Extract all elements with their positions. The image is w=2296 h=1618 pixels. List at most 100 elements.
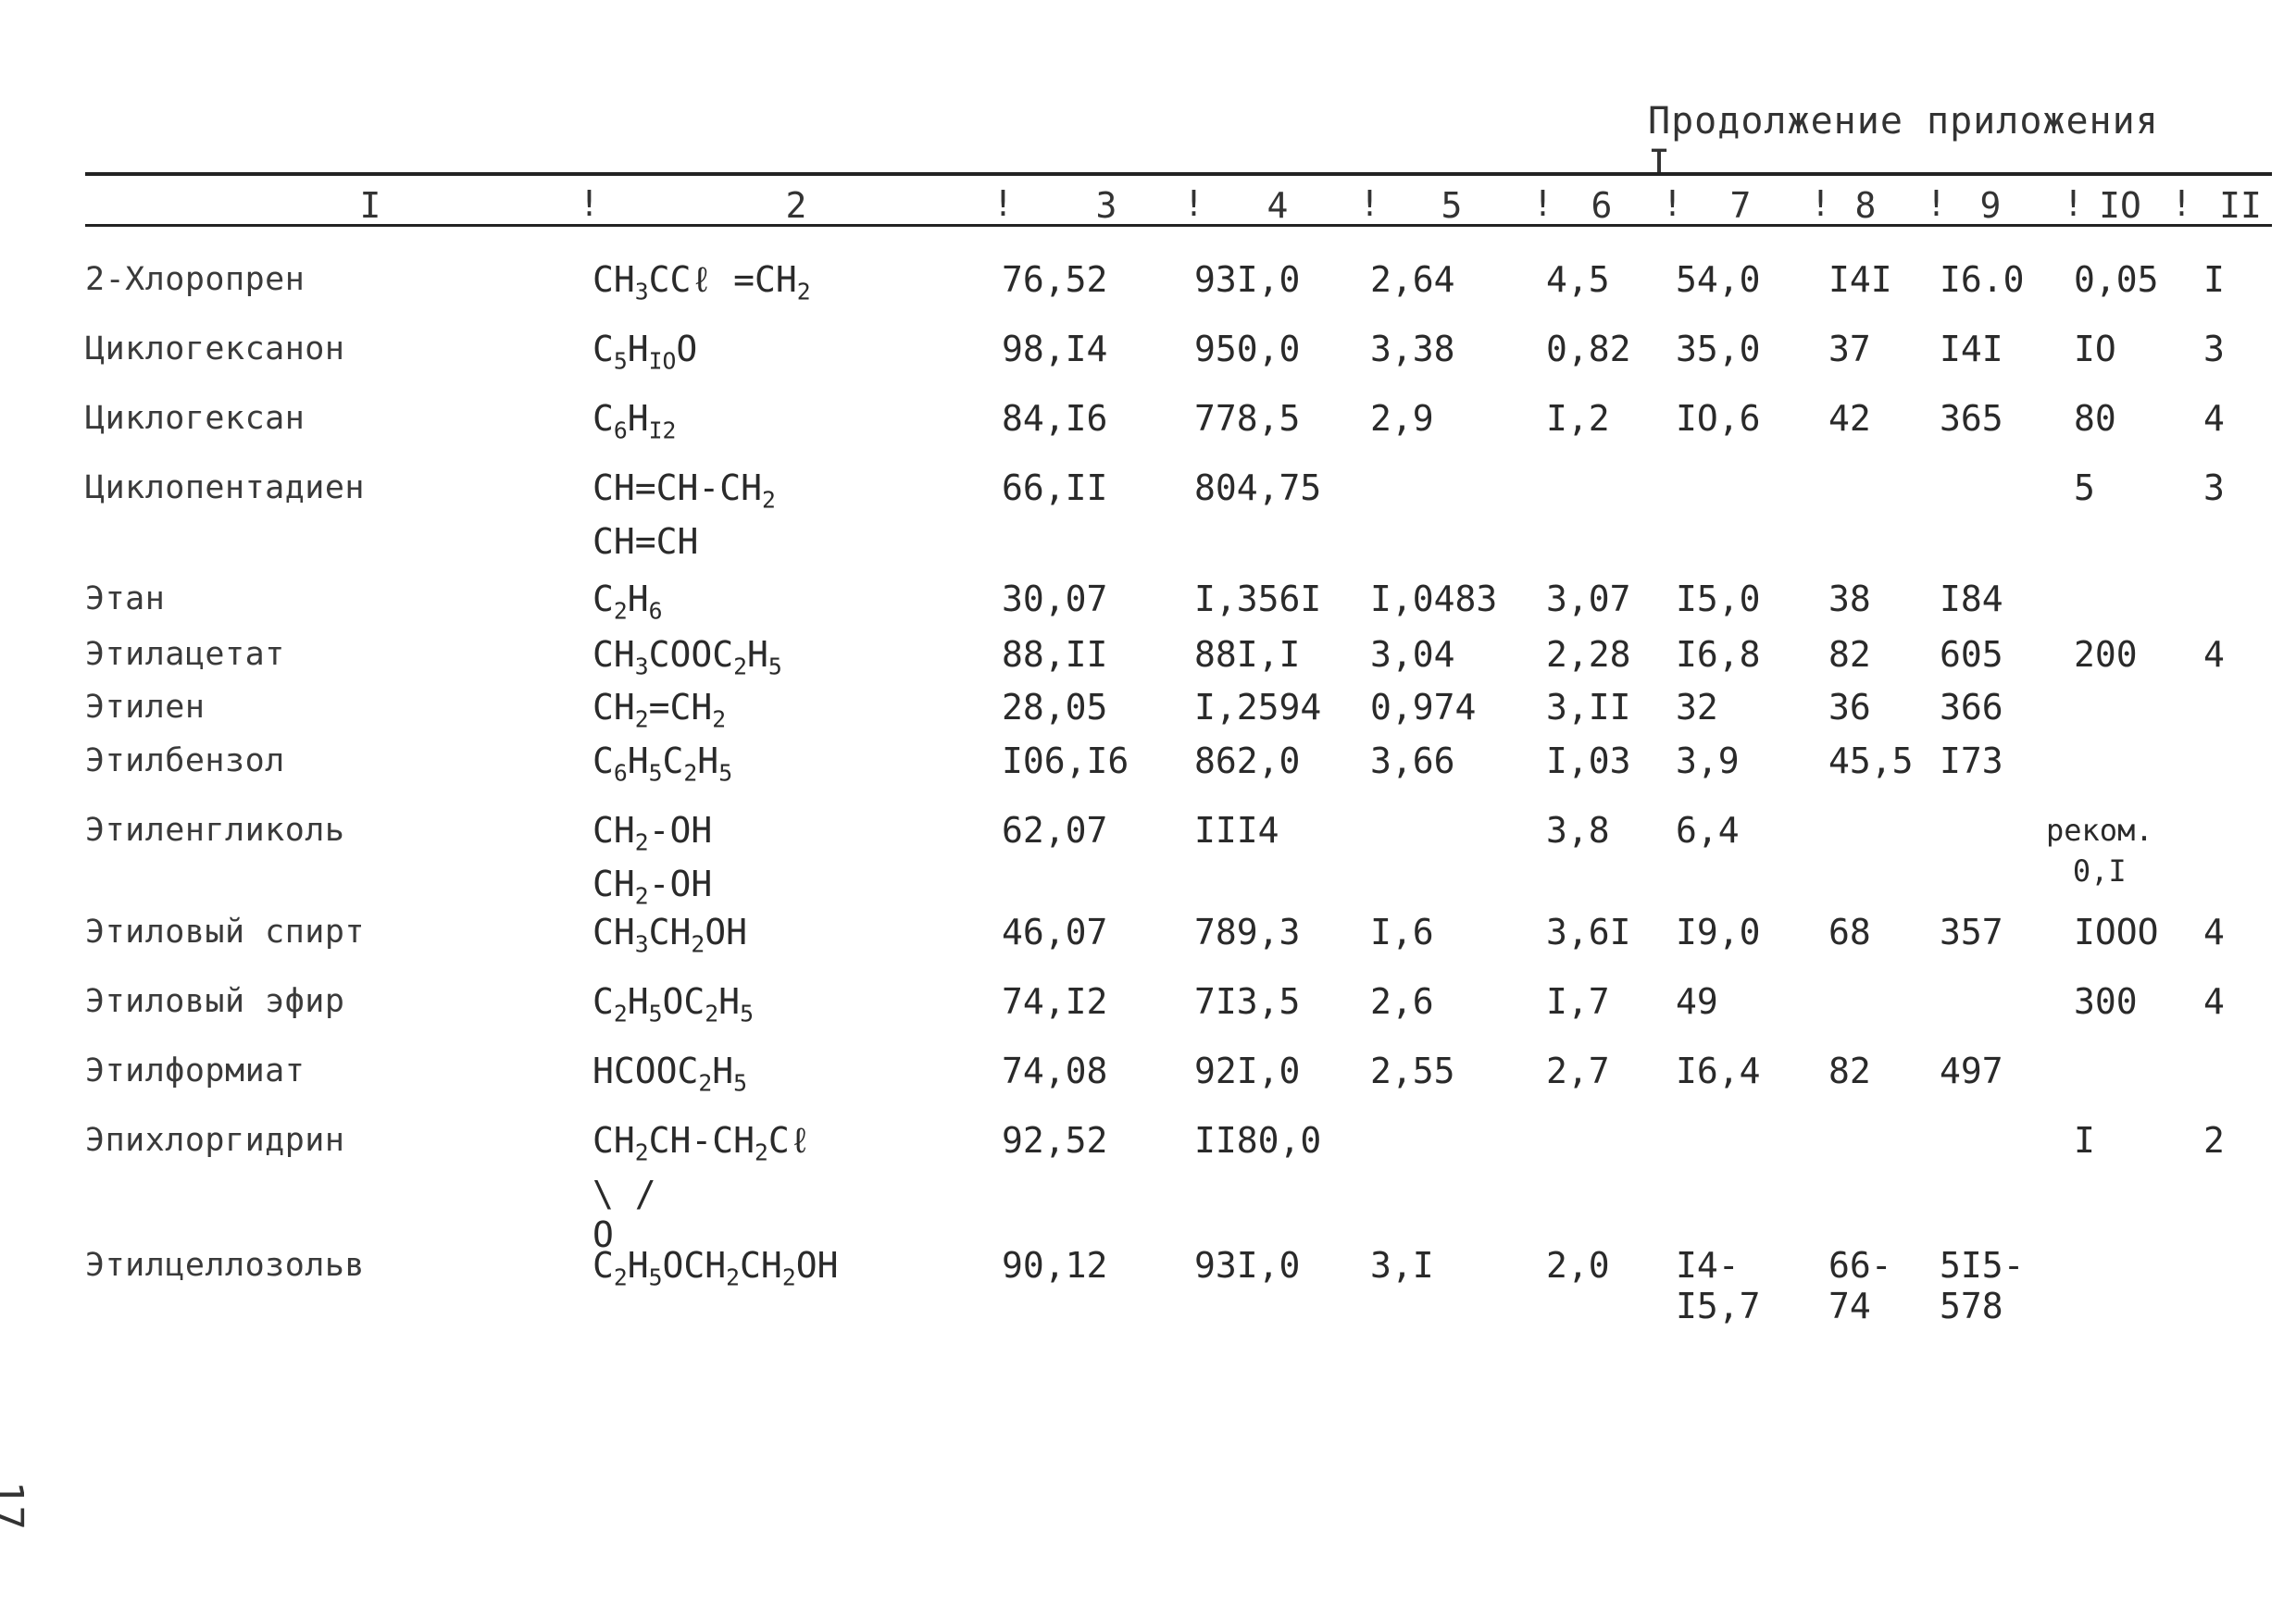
cell-col-8: 45,5 — [1828, 741, 1914, 781]
cell-col-4: II80,0 — [1194, 1120, 1322, 1161]
cell-col-3: 62,07 — [1002, 810, 1108, 851]
cell-col-9: 365 — [1940, 398, 2003, 439]
substance-name: Циклопентадиен — [85, 469, 366, 506]
cell-col-7: I6,4 — [1676, 1051, 1761, 1091]
cell-col-6: I,7 — [1546, 981, 1610, 1022]
cell-col-6: 3,6I — [1546, 912, 1631, 952]
cell-col-4: 88I,I — [1194, 634, 1301, 675]
cell-col-3: 76,52 — [1002, 259, 1108, 300]
chemical-formula: C6HI2 — [593, 398, 677, 444]
column-separator: ! — [1810, 183, 1831, 224]
column-header-10: IO — [2099, 185, 2141, 226]
cell-col-9: 605 — [1940, 634, 2003, 675]
chemical-formula: CH3CCℓ =CH2 — [593, 259, 811, 305]
column-separator: ! — [2171, 183, 2192, 224]
substance-name: Этан — [85, 580, 166, 617]
substance-name: Этиленгликоль — [85, 812, 345, 849]
page-number: 17 — [0, 1481, 31, 1530]
cell-col-8: 38 — [1828, 579, 1871, 619]
cell-col-11: 4 — [2203, 634, 2225, 675]
chemical-formula: C2H6 — [593, 579, 663, 625]
cell-col-9: I84 — [1940, 579, 2003, 619]
column-separator: ! — [1359, 183, 1380, 224]
cell-col-6: 3,II — [1546, 687, 1631, 728]
cell-col-5: 3,04 — [1370, 634, 1455, 675]
cell-col-6: 3,07 — [1546, 579, 1631, 619]
cell-col-10: I — [2074, 1120, 2095, 1161]
cell-col-5: 2,6 — [1370, 981, 1434, 1022]
substance-name: Этилацетат — [85, 636, 285, 673]
cell-col-3: 92,52 — [1002, 1120, 1108, 1161]
cell-col-10: IO — [2074, 329, 2116, 369]
cell-col-3: 30,07 — [1002, 579, 1108, 619]
table-caption: Продолжение приложения I — [1648, 100, 2159, 185]
chemical-formula: C5HIOO — [593, 329, 698, 375]
cell-col-5: I,0483 — [1370, 579, 1498, 619]
substance-name: Этилформиат — [85, 1052, 306, 1089]
cell-col-7: 49 — [1676, 981, 1718, 1022]
cell-col-6: 0,82 — [1546, 329, 1631, 369]
cell-col-6: I,2 — [1546, 398, 1610, 439]
chemical-formula: CH3COOC2H5 — [593, 634, 782, 680]
cell-col-4: 950,0 — [1194, 329, 1301, 369]
column-header-5: 5 — [1441, 185, 1463, 226]
cell-col-8: 68 — [1828, 912, 1871, 952]
cell-col-7: 3,9 — [1676, 741, 1740, 781]
column-separator: ! — [1926, 183, 1947, 224]
cell-col-8: 37 — [1828, 329, 1871, 369]
chemical-formula: C6H5C2H5 — [593, 741, 733, 787]
cell-col-4: III4 — [1194, 810, 1279, 851]
column-header-8: 8 — [1854, 185, 1877, 226]
column-separator: ! — [1532, 183, 1554, 224]
cell-col-9: I4I — [1940, 329, 2003, 369]
cell-col-5: 3,I — [1370, 1245, 1434, 1286]
column-header-1: I — [359, 185, 381, 226]
cell-col-9: I73 — [1940, 741, 2003, 781]
cell-col-4: 92I,0 — [1194, 1051, 1301, 1091]
cell-col-7: 35,0 — [1676, 329, 1761, 369]
cell-col-11: I — [2203, 259, 2225, 300]
cell-col-8: 42 — [1828, 398, 1871, 439]
column-separator: ! — [1662, 183, 1683, 224]
cell-col-9: 366 — [1940, 687, 2003, 728]
substance-name: 2-Хлоропрен — [85, 261, 306, 298]
cell-col-6: 2,28 — [1546, 634, 1631, 675]
cell-col-10: 300 — [2074, 981, 2138, 1022]
column-separator: ! — [579, 183, 600, 224]
chemical-formula: HCOOC2H5 — [593, 1051, 748, 1097]
cell-col-6: 2,0 — [1546, 1245, 1610, 1286]
chemical-formula: CH2CH-CH2Cℓ \ / O — [593, 1120, 811, 1255]
cell-col-10: реком. 0,I — [2046, 813, 2153, 889]
cell-col-6: I,03 — [1546, 741, 1631, 781]
cell-col-3: 66,II — [1002, 467, 1108, 508]
table-top-rule — [85, 172, 2272, 176]
substance-name: Эпихлоргидрин — [85, 1122, 345, 1159]
chemical-formula: C2H5OCH2CH2OH — [593, 1245, 839, 1291]
cell-col-3: 46,07 — [1002, 912, 1108, 952]
cell-col-3: 84,I6 — [1002, 398, 1108, 439]
column-header-7: 7 — [1729, 185, 1752, 226]
substance-name: Этилцеллозольв — [85, 1247, 366, 1284]
table-header-rule — [85, 224, 2272, 227]
cell-col-9: 357 — [1940, 912, 2003, 952]
cell-col-11: 3 — [2203, 467, 2225, 508]
chemical-formula: C2H5OC2H5 — [593, 981, 754, 1027]
cell-col-8: I4I — [1828, 259, 1892, 300]
cell-col-6: 2,7 — [1546, 1051, 1610, 1091]
cell-col-4: I,2594 — [1194, 687, 1322, 728]
cell-col-7: 32 — [1676, 687, 1718, 728]
cell-col-3: 90,12 — [1002, 1245, 1108, 1286]
column-header-4: 4 — [1267, 185, 1289, 226]
column-separator: ! — [992, 183, 1014, 224]
cell-col-5: 3,66 — [1370, 741, 1455, 781]
cell-col-3: 74,08 — [1002, 1051, 1108, 1091]
cell-col-11: 2 — [2203, 1120, 2225, 1161]
cell-col-7: 6,4 — [1676, 810, 1740, 851]
cell-col-4: 789,3 — [1194, 912, 1301, 952]
cell-col-3: 88,II — [1002, 634, 1108, 675]
cell-col-6: 4,5 — [1546, 259, 1610, 300]
cell-col-10: 80 — [2074, 398, 2116, 439]
cell-col-4: 778,5 — [1194, 398, 1301, 439]
cell-col-11: 4 — [2203, 398, 2225, 439]
cell-col-9: 5I5- 578 — [1940, 1245, 2025, 1326]
